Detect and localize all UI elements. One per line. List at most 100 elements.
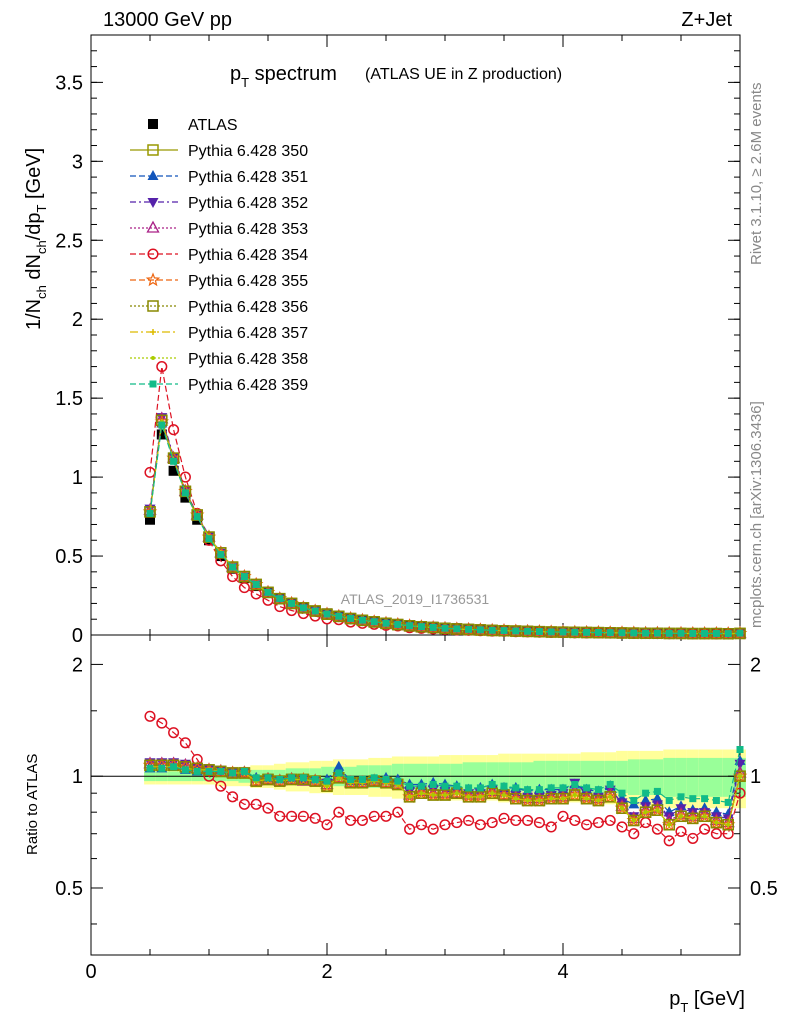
main-data-point	[630, 629, 638, 637]
ratio-data-point	[274, 810, 286, 822]
legend-marker	[151, 356, 155, 360]
legend-label: Pythia 6.428 359	[188, 377, 308, 394]
ratio-data-point	[710, 816, 723, 829]
ratio-data-point	[604, 791, 616, 803]
ratio-data-point	[583, 784, 591, 792]
ratio-data-point	[486, 787, 498, 799]
ratio-data-point	[665, 797, 673, 805]
main-y-tick-label: 0.5	[55, 546, 83, 568]
ratio-data-point	[702, 814, 707, 819]
main-data-point	[264, 588, 272, 596]
legend-marker	[146, 220, 160, 233]
ratio-inner-band	[686, 757, 699, 797]
title-suffix: (ATLAS UE in Z production)	[365, 66, 562, 83]
ratio-data-point	[407, 794, 412, 799]
main-data-point	[262, 586, 274, 599]
ratio-data-point	[630, 797, 638, 805]
main-series-line	[149, 424, 741, 635]
legend-label: ATLAS	[188, 117, 238, 134]
ratio-data-point	[549, 796, 554, 801]
ratio-data-point	[336, 775, 341, 780]
main-data-point	[724, 630, 732, 638]
main-data-point	[145, 514, 155, 525]
ratio-data-point	[642, 789, 650, 797]
ratio-data-point	[240, 767, 248, 775]
ratio-data-point	[404, 823, 416, 835]
ratio-data-point	[356, 814, 368, 827]
main-data-point	[465, 625, 473, 633]
main-data-point	[429, 623, 437, 631]
ratio-data-point	[450, 785, 464, 798]
ratio-data-point	[332, 770, 346, 783]
ratio-inner-band	[403, 763, 416, 790]
main-data-point	[571, 628, 579, 636]
ratio-inner-band	[415, 763, 428, 790]
main-data-point	[618, 629, 626, 637]
ratio-data-point	[415, 819, 427, 831]
ratio-data-point	[427, 823, 439, 835]
ratio-data-point	[215, 780, 227, 792]
ratio-series-pythia-6-428-359	[146, 746, 744, 806]
ratio-data-point	[252, 774, 260, 782]
ratio-data-point	[655, 808, 660, 813]
ratio-data-point	[594, 786, 602, 794]
ratio-data-point	[288, 774, 296, 782]
analysis-watermark: ATLAS_2019_I1736531	[341, 591, 490, 607]
ratio-data-point	[572, 792, 577, 797]
legend: ATLAS Pythia 6.428 350 Pythia 6.428 351 Pyt…	[130, 117, 308, 394]
main-data-point	[594, 628, 602, 636]
ratio-data-point	[557, 810, 569, 822]
main-data-point	[238, 570, 251, 583]
ratio-data-point	[604, 814, 616, 827]
main-data-point	[535, 628, 543, 636]
legend-label: Pythia 6.428 351	[188, 169, 308, 186]
ratio-data-point	[358, 775, 366, 783]
ratio-data-point	[606, 780, 614, 788]
main-data-point	[333, 610, 345, 623]
ratio-data-point	[498, 812, 510, 824]
ratio-data-point	[170, 763, 178, 771]
ratio-data-point	[181, 766, 189, 774]
ratio-inner-band	[498, 762, 510, 792]
ratio-data-point	[368, 810, 380, 822]
ratio-data-point	[675, 810, 687, 823]
ratio-data-point	[347, 775, 355, 783]
ratio-data-point	[158, 764, 166, 772]
ratio-y-tick-label-right: 0.5	[750, 878, 778, 900]
ratio-data-point	[628, 814, 640, 827]
ratio-data-point	[616, 802, 628, 814]
ratio-data-point	[500, 782, 508, 790]
ratio-inner-band	[604, 760, 617, 794]
ratio-inner-band	[710, 757, 723, 797]
main-data-point	[238, 582, 250, 594]
ratio-data-point	[663, 835, 675, 847]
ratio-inner-band	[663, 757, 676, 797]
ratio-data-point	[687, 832, 699, 844]
main-data-point	[370, 618, 378, 626]
main-data-point	[276, 595, 284, 603]
ratio-data-point	[689, 795, 697, 803]
ratio-inner-band	[627, 759, 640, 795]
ratio-data-point	[618, 789, 626, 797]
ratio-data-point	[299, 774, 307, 782]
main-data-point	[146, 509, 154, 517]
ratio-data-point	[524, 786, 532, 794]
legend-label: Pythia 6.428 352	[188, 195, 308, 212]
ratio-data-point	[653, 787, 661, 795]
legend-entry: Pythia 6.428 353	[130, 220, 308, 238]
main-data-point	[311, 607, 319, 615]
ratio-data-point	[592, 794, 605, 807]
rivet-version-label: Rivet 3.1.10, ≥ 2.6M events	[748, 83, 765, 266]
main-data-point	[441, 624, 449, 632]
ratio-data-point	[569, 814, 581, 827]
ratio-data-point	[476, 784, 484, 792]
ratio-data-point	[441, 782, 449, 790]
main-data-point	[665, 629, 673, 637]
main-data-point	[229, 563, 237, 571]
ratio-data-point	[616, 821, 628, 833]
ratio-inner-band	[698, 757, 711, 797]
header-left: 13000 GeV pp	[103, 9, 232, 31]
ratio-data-point	[333, 760, 345, 771]
